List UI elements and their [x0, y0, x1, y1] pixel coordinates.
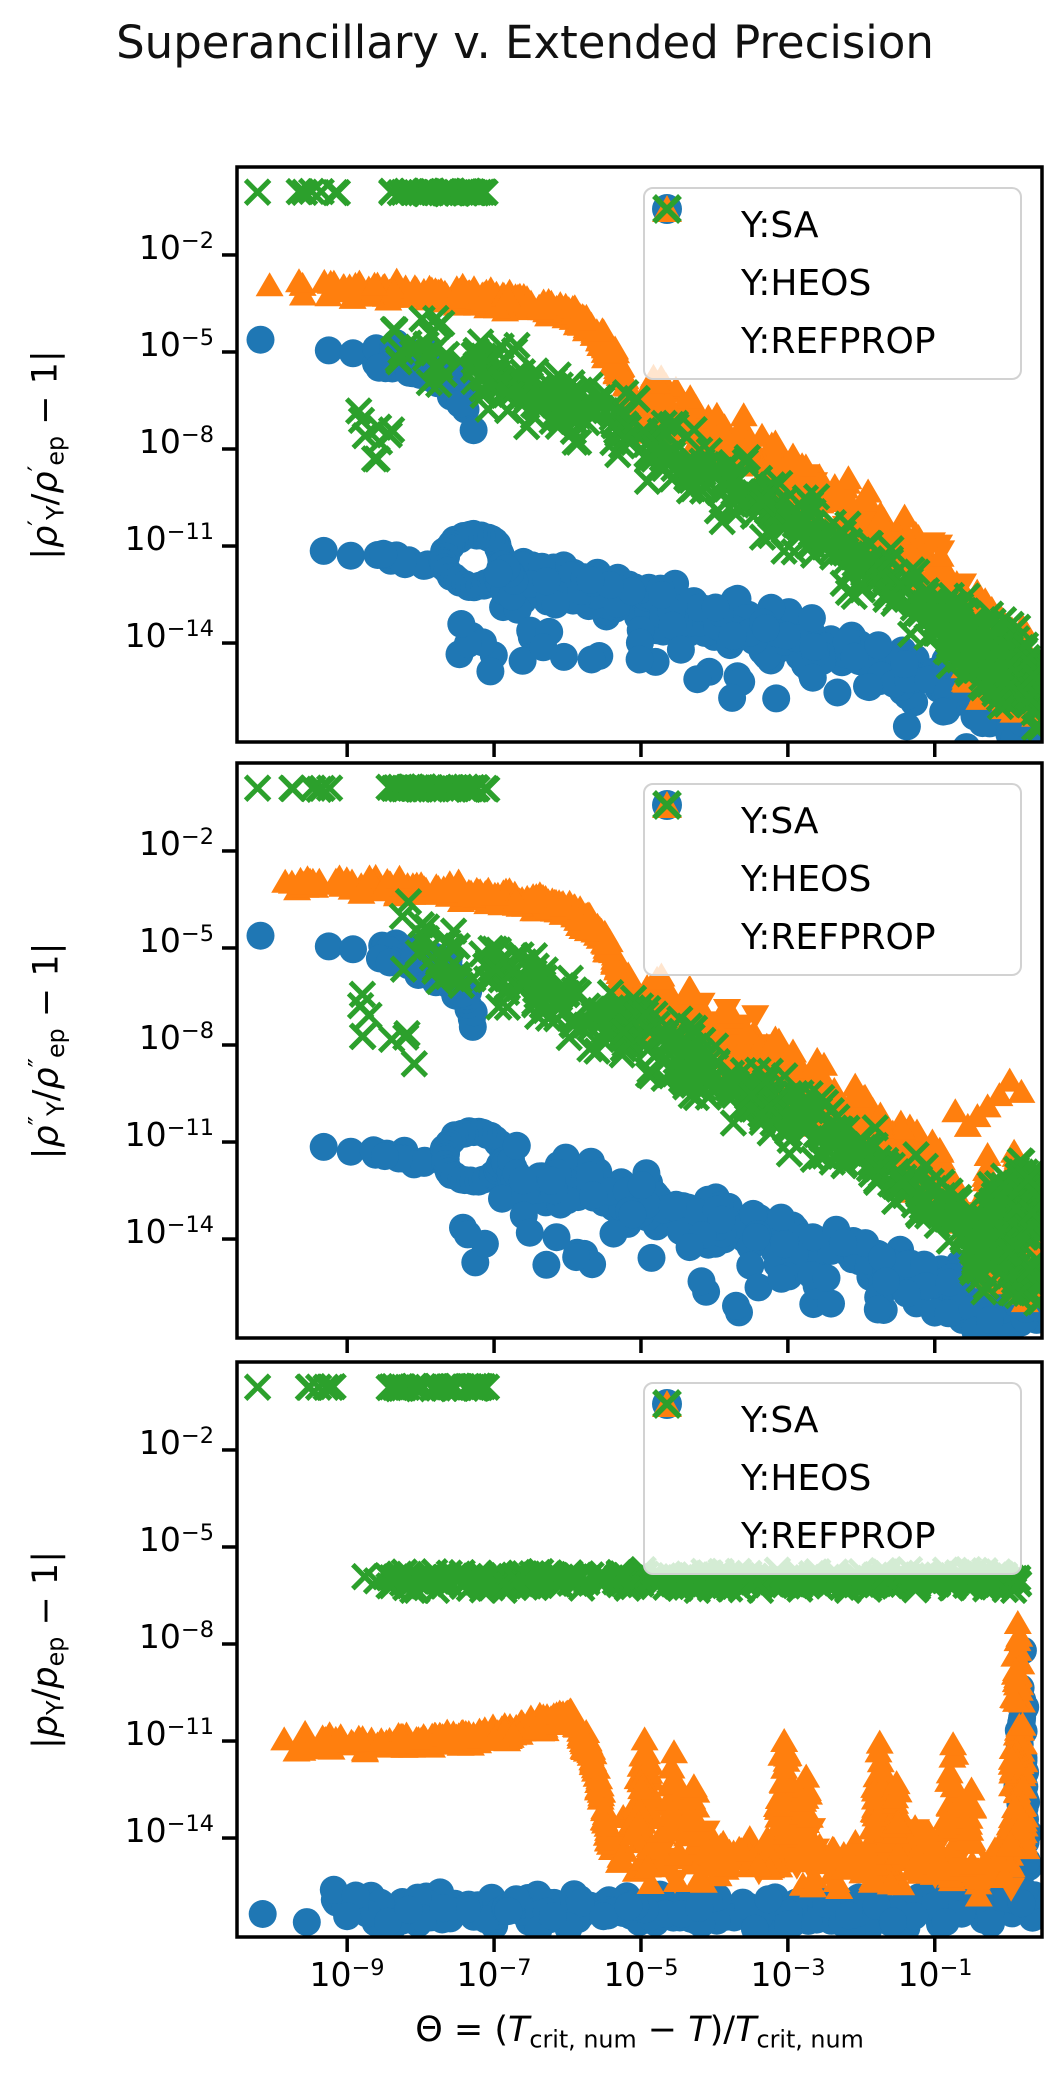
panel-1-axes [222, 165, 1044, 757]
y-tick-label: 10−2 [84, 1425, 214, 1459]
legend-item: Y:HEOS [645, 1390, 1020, 1506]
panel-3-axes [222, 1360, 1044, 1952]
legend-item-label: Y:REFPROP [741, 917, 936, 958]
y-tick-label: 10−5 [84, 327, 214, 361]
legend-item: Y:REFPROP [645, 1389, 1020, 1564]
legend-panel-3: Y:SA Y:HEOS Y:REFPROP [643, 1382, 1022, 1575]
legend-item: Y:SA [645, 790, 1020, 850]
legend-item-label: Y:REFPROP [741, 1516, 936, 1557]
legend-panel-1: Y:SA Y:HEOS Y:REFPROP [643, 187, 1022, 380]
y-tick-label: 10−2 [84, 230, 214, 264]
x-tick-label: 10−7 [429, 1957, 559, 1991]
legend-item-label: Y:HEOS [741, 1458, 871, 1499]
y-tick-label: 10−11 [84, 521, 214, 555]
y-tick-label: 10−5 [84, 923, 214, 957]
y-tick-label: 10−2 [84, 826, 214, 860]
legend-item-label: Y:SA [741, 801, 818, 842]
y-tick-label: 10−14 [84, 1214, 214, 1248]
y-axis-label-panel-2: |ρ″Y/ρ″ep − 1| [0, 763, 92, 1338]
legend-item: Y:REFPROP [645, 790, 1020, 965]
y-tick-label: 10−8 [84, 1020, 214, 1054]
legend-panel-2: Y:SA Y:HEOS Y:REFPROP [643, 783, 1022, 976]
legend-item-label: Y:SA [741, 1400, 818, 1441]
legend-item-label: Y:HEOS [741, 263, 871, 304]
series-y-heos [270, 1610, 1041, 1907]
legend-item-label: Y:REFPROP [741, 321, 936, 362]
legend-item: Y:SA [645, 194, 1020, 254]
x-tick-label: 10−3 [723, 1957, 853, 1991]
y-tick-label: 10−8 [84, 1619, 214, 1653]
legend-item: Y:HEOS [645, 791, 1020, 907]
figure-title: Superancillary v. Extended Precision [0, 16, 1050, 69]
x-tick-label: 10−5 [576, 1957, 706, 1991]
y-axis-label-panel-1: |ρ′Y/ρ′ep − 1| [0, 167, 92, 742]
y-axis-label-panel-3: |pY/pep − 1| [0, 1362, 92, 1937]
legend-x-icon [652, 194, 682, 224]
panel-2-axes [222, 761, 1044, 1353]
legend-x-icon [652, 790, 682, 820]
y-tick-label: 10−14 [84, 618, 214, 652]
y-tick-label: 10−11 [84, 1117, 214, 1151]
legend-x-icon [652, 1389, 682, 1419]
legend-item: Y:HEOS [645, 195, 1020, 311]
y-tick-label: 10−8 [84, 424, 214, 458]
y-tick-label: 10−5 [84, 1522, 214, 1556]
legend-item: Y:REFPROP [645, 194, 1020, 369]
legend-item-label: Y:SA [741, 205, 818, 246]
legend-item: Y:SA [645, 1389, 1020, 1449]
y-tick-label: 10−11 [84, 1716, 214, 1750]
x-tick-label: 10−1 [870, 1957, 1000, 1991]
y-tick-label: 10−14 [84, 1813, 214, 1847]
x-axis-label: Θ = (Tcrit, num − T)/Tcrit, num [237, 2010, 1042, 2052]
legend-item-label: Y:HEOS [741, 859, 871, 900]
x-tick-label: 10−9 [282, 1957, 412, 1991]
